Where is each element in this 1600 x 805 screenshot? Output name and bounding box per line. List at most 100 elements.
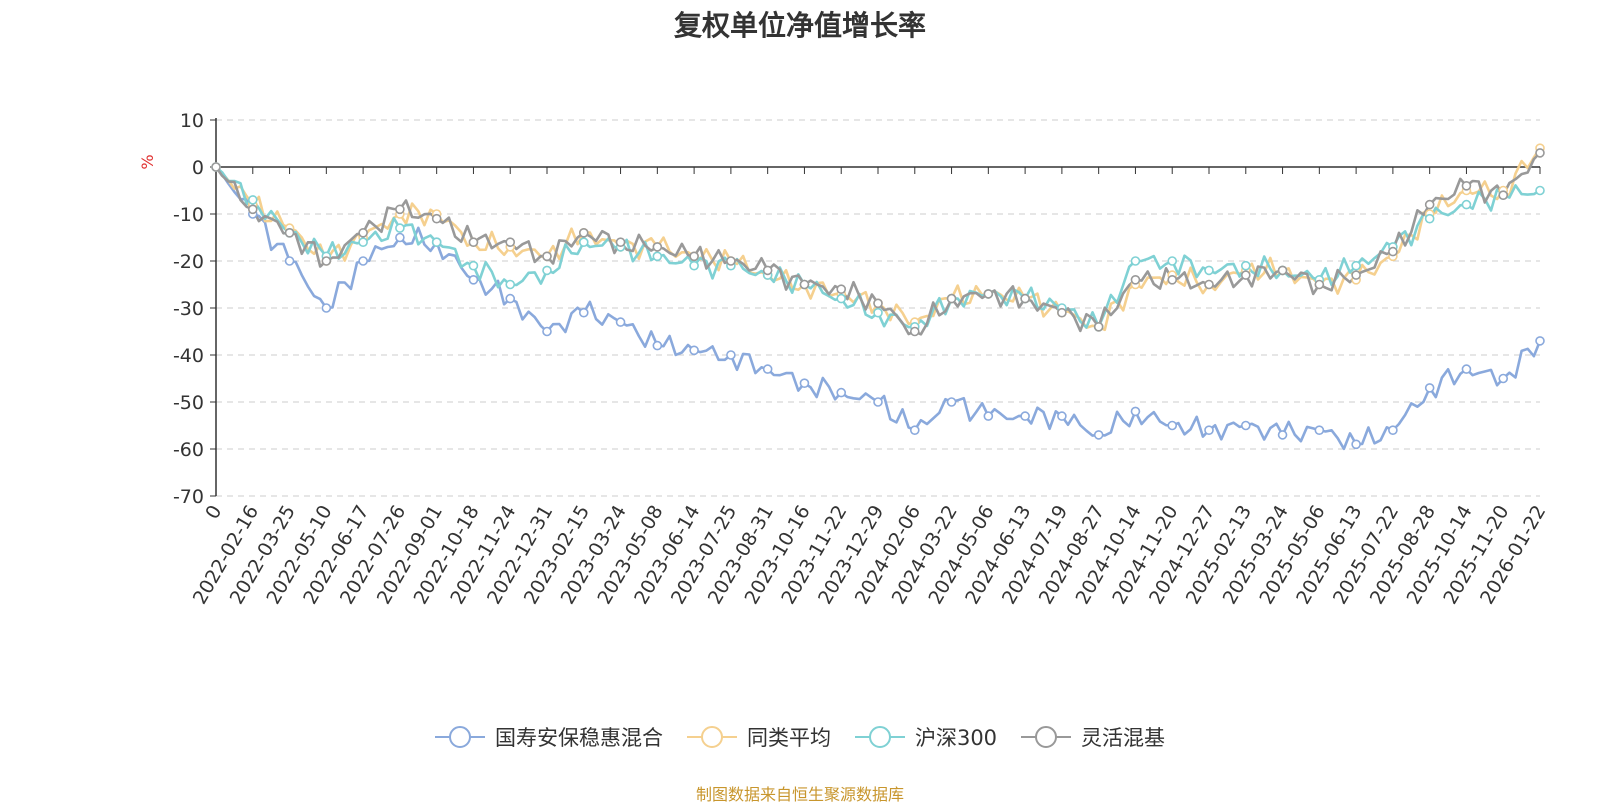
data-point xyxy=(1277,265,1288,276)
data-point xyxy=(1498,190,1509,200)
data-point xyxy=(762,364,773,374)
data-point xyxy=(1167,420,1178,431)
data-point xyxy=(799,378,810,389)
data-point xyxy=(358,228,368,238)
data-point xyxy=(726,350,736,360)
data-point xyxy=(247,195,258,205)
data-point xyxy=(1130,256,1141,266)
data-point xyxy=(1093,430,1104,440)
legend-swatch-icon xyxy=(686,726,737,748)
axes: 100-10-20-30-40-50-60-7002022-02-162022-… xyxy=(173,110,1550,608)
data-point xyxy=(1240,270,1251,280)
data-point xyxy=(1424,213,1435,224)
data-point xyxy=(284,228,295,238)
series-markers xyxy=(211,143,1545,450)
data-point xyxy=(542,251,552,262)
y-tick-label: 10 xyxy=(180,110,204,132)
data-point xyxy=(1240,420,1251,431)
data-point xyxy=(726,256,736,266)
data-point xyxy=(836,387,847,398)
data-point xyxy=(358,256,368,266)
data-point xyxy=(1461,199,1472,210)
y-tick-label: -20 xyxy=(173,251,204,273)
data-point xyxy=(873,397,883,407)
data-point xyxy=(211,162,221,172)
data-point xyxy=(1167,274,1178,285)
legend-swatch-icon xyxy=(1021,726,1072,748)
data-point xyxy=(1204,279,1214,290)
data-point xyxy=(1351,270,1361,280)
data-point xyxy=(983,289,994,299)
legend-label: 国寿安保稳惠混合 xyxy=(494,726,663,750)
data-point xyxy=(873,307,883,318)
data-point xyxy=(468,237,479,247)
data-point xyxy=(652,251,663,262)
data-point xyxy=(395,204,405,215)
data-point xyxy=(689,345,699,356)
data-point xyxy=(689,260,699,271)
data-point xyxy=(1424,383,1435,393)
data-point xyxy=(247,204,258,215)
legend-item[interactable]: 沪深300 xyxy=(854,722,998,752)
chart-title: 复权单位净值增长率 xyxy=(673,9,926,42)
data-point xyxy=(1461,364,1472,374)
data-point xyxy=(762,265,773,276)
legend: 国寿安保稳惠混合 同类平均 沪深300 灵活混基 xyxy=(0,722,1600,752)
legend-swatch-icon xyxy=(854,726,905,748)
data-point xyxy=(1314,279,1325,290)
data-point xyxy=(615,237,626,247)
data-point xyxy=(1020,293,1030,304)
y-tick-label: 0 xyxy=(192,157,204,179)
data-point xyxy=(1057,411,1067,421)
x-tick-label: 0 xyxy=(201,502,226,523)
data-point xyxy=(1277,430,1288,440)
data-point xyxy=(1130,274,1141,285)
data-point xyxy=(1535,148,1545,158)
legend-item[interactable]: 灵活混基 xyxy=(1021,722,1165,752)
data-point xyxy=(284,256,295,266)
data-point xyxy=(836,293,847,304)
data-point xyxy=(946,397,957,407)
data-point xyxy=(1167,256,1178,266)
data-point xyxy=(1461,181,1472,191)
data-point xyxy=(1498,373,1509,384)
legend-swatch-icon xyxy=(434,726,485,748)
data-point xyxy=(873,298,883,309)
data-point xyxy=(1424,199,1435,210)
data-point xyxy=(542,265,552,276)
data-point xyxy=(1351,260,1361,271)
data-point xyxy=(1535,336,1545,346)
data-point xyxy=(909,425,920,436)
y-tick-label: -70 xyxy=(173,486,204,508)
data-point xyxy=(578,237,589,247)
data-point xyxy=(358,237,368,247)
data-point xyxy=(468,274,479,285)
data-point xyxy=(1204,425,1214,436)
data-point xyxy=(395,223,405,233)
legend-item[interactable]: 国寿安保稳惠混合 xyxy=(434,722,663,752)
y-tick-label: -10 xyxy=(173,204,204,226)
data-point xyxy=(652,340,663,351)
legend-item[interactable]: 同类平均 xyxy=(686,722,831,752)
data-point xyxy=(542,326,552,337)
data-point xyxy=(431,237,442,247)
data-point xyxy=(983,411,994,421)
data-point xyxy=(1057,307,1067,318)
data-point xyxy=(1130,406,1141,417)
data-point xyxy=(431,213,442,224)
source-note: 制图数据来自恒生聚源数据库 xyxy=(695,785,904,804)
data-point xyxy=(946,293,957,304)
data-point xyxy=(909,326,920,337)
data-point xyxy=(505,237,516,247)
data-point xyxy=(615,317,626,327)
data-point xyxy=(505,293,516,304)
data-point xyxy=(652,242,663,252)
legend-label: 沪深300 xyxy=(914,726,998,750)
y-tick-label: -60 xyxy=(173,439,204,461)
data-point xyxy=(505,279,516,290)
y-tick-label: -50 xyxy=(173,392,204,414)
legend-label: 同类平均 xyxy=(746,726,831,750)
data-point xyxy=(395,232,405,243)
y-axis-unit-label: % xyxy=(138,154,157,169)
